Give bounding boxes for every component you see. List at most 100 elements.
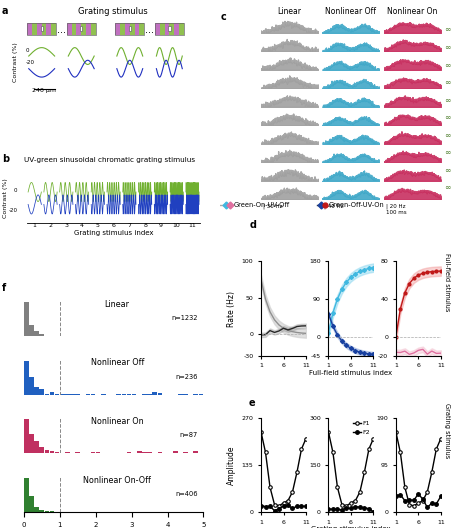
Bar — [50, 511, 54, 512]
Bar — [50, 392, 54, 394]
Bar — [34, 507, 39, 512]
Bar — [24, 478, 28, 512]
F1 — [357, 489, 363, 495]
Bar — [81, 23, 86, 35]
Bar — [173, 451, 178, 454]
Title: Nonlinear On: Nonlinear On — [387, 7, 438, 16]
Text: a: a — [2, 6, 9, 16]
Text: | 40 Hz: | 40 Hz — [324, 204, 344, 209]
Text: e: e — [248, 399, 255, 409]
Bar — [179, 23, 184, 35]
Text: -20: -20 — [26, 60, 35, 65]
Text: Green-Off-UV-On: Green-Off-UV-On — [328, 202, 384, 209]
Bar — [183, 452, 188, 454]
Bar — [46, 23, 51, 35]
Text: 7: 7 — [128, 223, 131, 228]
Text: 8: 8 — [143, 223, 147, 228]
Text: 0: 0 — [26, 48, 29, 53]
Text: Linear: Linear — [105, 299, 130, 308]
Bar — [29, 496, 34, 512]
Bar — [157, 393, 162, 394]
Text: d: d — [250, 220, 257, 230]
Bar — [67, 23, 72, 35]
F2 — [357, 504, 363, 511]
Bar — [45, 393, 49, 394]
Text: | 20 Hz
100 ms: | 20 Hz 100 ms — [386, 204, 406, 215]
F2 — [326, 506, 331, 512]
F2 — [344, 505, 349, 511]
Bar — [147, 452, 152, 454]
Bar — [115, 23, 120, 35]
Text: Contrast (%): Contrast (%) — [13, 42, 18, 82]
Bar — [139, 23, 144, 35]
Text: -20: -20 — [9, 208, 18, 213]
Text: c: c — [220, 12, 226, 22]
F1 — [362, 469, 367, 475]
Bar — [115, 23, 144, 35]
Bar — [128, 26, 131, 31]
Text: 3: 3 — [64, 223, 68, 228]
Text: b: b — [2, 154, 9, 164]
F1 — [344, 503, 349, 509]
Bar — [72, 23, 76, 35]
Title: Nonlinear Off: Nonlinear Off — [326, 7, 376, 16]
Bar — [45, 511, 49, 512]
Bar — [24, 361, 28, 394]
Bar — [155, 23, 184, 35]
Bar — [76, 23, 81, 35]
Text: n=406: n=406 — [175, 491, 198, 497]
Bar — [174, 23, 179, 35]
Bar — [80, 26, 82, 31]
Title: Linear: Linear — [277, 7, 301, 16]
Bar — [27, 23, 56, 35]
Bar — [32, 23, 37, 35]
Bar — [130, 23, 135, 35]
Bar — [169, 23, 174, 35]
Bar — [55, 452, 59, 454]
Text: Grating stimulus: Grating stimulus — [445, 403, 450, 458]
F1 — [326, 429, 331, 435]
F1 — [371, 436, 376, 442]
Text: Nonlinear On-Off: Nonlinear On-Off — [83, 476, 151, 485]
Text: 5: 5 — [96, 223, 100, 228]
Text: n=236: n=236 — [176, 374, 198, 380]
Bar — [193, 393, 198, 394]
Text: Nonlinear Off: Nonlinear Off — [91, 359, 144, 367]
Bar — [51, 23, 56, 35]
F1 — [366, 446, 372, 452]
Bar — [39, 389, 44, 394]
Bar — [27, 23, 32, 35]
Bar — [29, 325, 34, 336]
Text: f: f — [2, 284, 6, 293]
Bar — [37, 23, 42, 35]
Text: ∞: ∞ — [444, 78, 451, 87]
F1 — [339, 502, 345, 508]
Text: ...: ... — [145, 25, 154, 35]
Text: | 30 Hz: | 30 Hz — [263, 204, 282, 209]
F2 — [348, 505, 354, 512]
Text: 2: 2 — [48, 223, 53, 228]
Bar — [160, 23, 164, 35]
Text: ∞: ∞ — [444, 148, 451, 157]
Text: 0: 0 — [14, 188, 18, 193]
X-axis label: Full-field stimulus index: Full-field stimulus index — [310, 370, 392, 376]
Text: ∞: ∞ — [444, 166, 451, 175]
Bar — [120, 23, 125, 35]
Text: ∞: ∞ — [444, 61, 451, 70]
Text: Contrast (%): Contrast (%) — [3, 178, 8, 218]
Text: Grating stimulus index: Grating stimulus index — [74, 231, 154, 237]
Bar — [157, 452, 162, 454]
Bar — [91, 452, 95, 454]
Text: n=87: n=87 — [180, 432, 198, 438]
Bar — [65, 452, 70, 454]
Bar — [24, 302, 28, 336]
Bar — [39, 447, 44, 454]
F2 — [366, 505, 372, 512]
Text: ∞: ∞ — [444, 183, 451, 192]
Bar — [40, 26, 43, 31]
Text: UV-green sinusoidal chromatic grating stimulus: UV-green sinusoidal chromatic grating st… — [24, 157, 195, 163]
Bar — [125, 23, 130, 35]
Text: 4: 4 — [80, 223, 84, 228]
F2 — [330, 506, 336, 513]
Text: 9: 9 — [159, 223, 163, 228]
